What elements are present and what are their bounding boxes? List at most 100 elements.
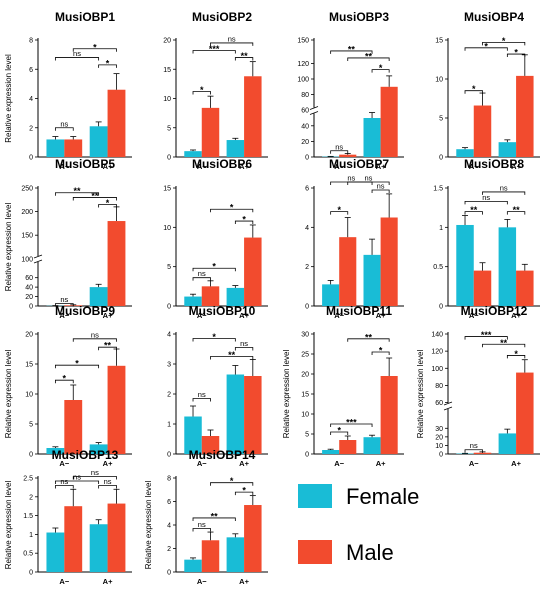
significance-label: ** xyxy=(74,186,82,196)
significance-bracket xyxy=(98,204,117,208)
panel-title: MusiOBP14 xyxy=(189,448,256,462)
y-tick-label: 5 xyxy=(167,125,171,132)
bar-female xyxy=(184,151,202,157)
significance-bracket xyxy=(347,338,390,342)
y-tick-label: 1 xyxy=(29,532,33,539)
y-tick-label: 15 xyxy=(301,392,309,399)
panel-title: MusiOBP7 xyxy=(329,157,389,171)
x-tick-label: A− xyxy=(59,459,69,468)
bar-male xyxy=(244,505,262,572)
bar-male xyxy=(339,237,357,306)
axis-break-mark xyxy=(309,106,319,110)
significance-bracket xyxy=(192,528,211,532)
significance-label: ns xyxy=(347,174,355,183)
bar-female xyxy=(89,126,108,157)
x-tick-label: A+ xyxy=(103,311,113,320)
panel-musiobp13: MusiOBP13 Relative expression level 0 0.5 1 1… xyxy=(4,448,132,586)
y-tick-label: 140 xyxy=(431,332,443,339)
y-tick-label: 0 xyxy=(439,155,443,162)
y-tick-label: 15 xyxy=(163,67,171,74)
significance-label: ** xyxy=(348,44,356,54)
significance-label: * xyxy=(514,48,518,58)
significance-label: ns xyxy=(91,330,99,339)
y-tick-label: 15 xyxy=(25,362,33,369)
x-tick-label: A− xyxy=(334,311,344,320)
x-tick-label: A+ xyxy=(376,162,386,171)
significance-bracket xyxy=(464,200,508,205)
significance-label: ns xyxy=(104,477,112,486)
significance-bracket xyxy=(234,491,254,496)
significance-bracket xyxy=(234,220,254,225)
significance-label: ns xyxy=(91,468,99,477)
bar-male xyxy=(201,107,220,157)
panel-title: MusiOBP9 xyxy=(55,304,115,318)
significance-label: ns xyxy=(198,269,206,278)
significance-bracket xyxy=(330,50,373,54)
significance-label: * xyxy=(200,85,204,95)
significance-bracket xyxy=(482,191,526,195)
axis-break-gap xyxy=(445,403,451,409)
y-axis-label: Relative expression level xyxy=(282,350,291,439)
panel-musiobp8: MusiOBP8 0 0.5 1 1.5 A− A+ ** ** ns ns xyxy=(433,157,540,320)
bar-female xyxy=(226,287,245,306)
significance-label: * xyxy=(63,374,67,384)
significance-bracket xyxy=(371,189,390,193)
x-tick-label: A− xyxy=(197,162,207,171)
bar-male xyxy=(244,237,262,306)
y-tick-label: 40 xyxy=(25,285,33,292)
bar-female xyxy=(363,118,381,157)
panel-musiobp10: MusiOBP10 0 1 2 3 4 A− A+ ns ** ns * xyxy=(167,304,268,468)
panel-musiobp1: MusiOBP1 Relative expression level 0 2 4 6 8 A−… xyxy=(4,10,132,171)
significance-bracket xyxy=(482,343,526,348)
significance-bracket xyxy=(54,364,100,369)
bar-female xyxy=(184,559,202,572)
y-tick-label: 5 xyxy=(167,264,171,271)
axis-break-mark xyxy=(309,111,319,115)
y-tick-label: 0.5 xyxy=(433,264,443,271)
y-tick-label: 4 xyxy=(167,332,171,339)
bar-female xyxy=(498,142,517,157)
significance-label: *** xyxy=(346,418,357,428)
significance-bracket xyxy=(347,181,390,185)
y-tick-label: 20 xyxy=(301,372,309,379)
bar-male xyxy=(64,139,83,157)
y-tick-label: 200 xyxy=(21,209,33,216)
bar-female xyxy=(46,448,65,454)
x-tick-label: A− xyxy=(469,459,479,468)
x-tick-label: A+ xyxy=(511,311,521,320)
axis-break-gap xyxy=(35,256,41,262)
x-tick-label: A− xyxy=(197,577,207,586)
y-tick-label: 3 xyxy=(167,362,171,369)
panel-musiobp14: MusiOBP14 Relative expression level 0 2 4 6 8 A… xyxy=(144,448,268,586)
y-tick-label: 100 xyxy=(297,77,309,84)
panel-title: MusiOBP11 xyxy=(326,304,392,318)
significance-label: ns xyxy=(73,473,81,482)
y-tick-label: 2 xyxy=(305,264,309,271)
bar-female xyxy=(322,284,340,306)
significance-bracket xyxy=(330,431,349,435)
y-tick-label: 0 xyxy=(167,452,171,459)
significance-label: ** xyxy=(500,338,508,348)
y-tick-label: 8 xyxy=(167,476,171,483)
significance-bracket xyxy=(234,57,254,61)
bar-male xyxy=(473,452,492,454)
y-tick-label: 6 xyxy=(167,499,171,506)
bar-male xyxy=(201,540,220,572)
x-tick-label: A+ xyxy=(511,459,521,468)
panel-title: MusiOBP10 xyxy=(189,304,256,318)
y-tick-label: 120 xyxy=(431,349,443,356)
y-tick-label: 80 xyxy=(301,92,309,99)
bar-female xyxy=(46,139,65,157)
bar-female xyxy=(46,532,65,572)
y-tick-label: 0 xyxy=(167,570,171,577)
significance-bracket xyxy=(192,277,211,281)
y-tick-label: 150 xyxy=(21,233,33,240)
y-axis-label: Relative expression level xyxy=(416,350,425,439)
y-axis-label: Relative expression level xyxy=(4,481,13,570)
legend-label-female: Female xyxy=(346,484,419,509)
significance-label: * xyxy=(379,63,383,73)
bar-female xyxy=(184,416,202,454)
significance-label: * xyxy=(337,205,341,215)
